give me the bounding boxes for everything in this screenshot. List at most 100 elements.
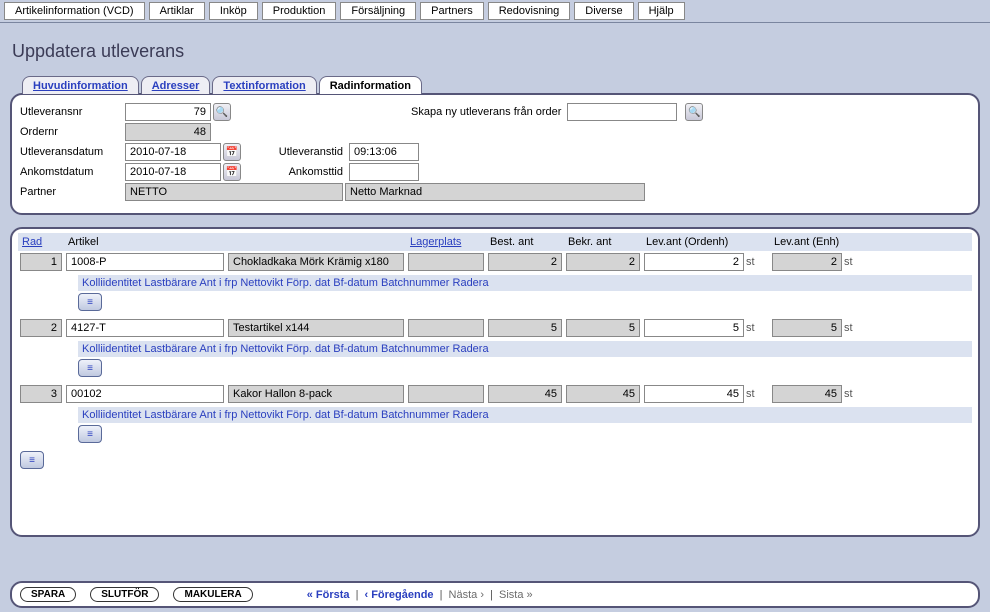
utleveransnr-field[interactable]: [125, 103, 211, 121]
bekr-cell: [566, 253, 640, 271]
grid-header-row: Rad Artikel Lagerplats Best. ant Bekr. a…: [18, 233, 972, 251]
artikel-cell[interactable]: [66, 319, 224, 337]
menu-artiklar[interactable]: Artiklar: [149, 2, 205, 20]
tab-radinformation[interactable]: Radinformation: [319, 76, 422, 94]
table-row: st st: [18, 383, 972, 405]
rad-cell: [20, 319, 62, 337]
col-best-ant: Best. ant: [486, 233, 564, 251]
skapa-order-field[interactable]: [567, 103, 677, 121]
menu-diverse[interactable]: Diverse: [574, 2, 633, 20]
unit-enh: st: [844, 256, 868, 268]
lev-enh-cell: [772, 253, 842, 271]
lev-enh-cell: [772, 385, 842, 403]
lev-ordenh-cell[interactable]: [644, 385, 744, 403]
lev-ordenh-cell[interactable]: [644, 319, 744, 337]
nav-next: Nästa ›: [449, 589, 484, 601]
table-row: st st: [18, 251, 972, 273]
utleveransnr-label: Utleveransnr: [20, 106, 125, 118]
menu-ink-p[interactable]: Inköp: [209, 2, 258, 20]
expand-detail-button[interactable]: ≡: [78, 293, 102, 311]
nav-last: Sista »: [499, 589, 533, 601]
artikelnamn-cell: [228, 253, 404, 271]
lev-ordenh-cell[interactable]: [644, 253, 744, 271]
col-lev-enh: Lev.ant (Enh): [770, 233, 844, 251]
expand-detail-button[interactable]: ≡: [78, 359, 102, 377]
best-cell: [488, 385, 562, 403]
ankomstdatum-label: Ankomstdatum: [20, 166, 125, 178]
sub-row: Kolliidentitet Lastbärare Ant i frp Nett…: [78, 407, 972, 443]
artikelnamn-cell: [228, 385, 404, 403]
bekr-cell: [566, 385, 640, 403]
utleveranstid-field[interactable]: [349, 143, 419, 161]
col-artikel: Artikel: [64, 233, 226, 251]
lagerplats-cell: [408, 319, 484, 337]
search-order-icon[interactable]: 🔍: [685, 103, 703, 121]
menu-redovisning[interactable]: Redovisning: [488, 2, 571, 20]
menu-f-rs-ljning[interactable]: Försäljning: [340, 2, 416, 20]
slutfor-button[interactable]: SLUTFÖR: [90, 587, 159, 602]
col-bekr-ant: Bekr. ant: [564, 233, 642, 251]
unit-enh: st: [844, 322, 868, 334]
menu-partners[interactable]: Partners: [420, 2, 484, 20]
partner-name-field: [345, 183, 645, 201]
utleveransdatum-field[interactable]: [125, 143, 221, 161]
unit-enh: st: [844, 388, 868, 400]
partner-code-field: [125, 183, 343, 201]
calendar-ankomst-icon[interactable]: 📅: [223, 163, 241, 181]
table-row: st st: [18, 317, 972, 339]
add-row-button[interactable]: ≡: [20, 451, 44, 469]
artikelnamn-cell: [228, 319, 404, 337]
utleveransdatum-label: Utleveransdatum: [20, 146, 125, 158]
makulera-button[interactable]: MAKULERA: [173, 587, 252, 602]
utleveranstid-label: Utleveranstid: [251, 146, 343, 158]
col-rad[interactable]: Rad: [18, 233, 64, 251]
page-title: Uppdatera utleverans: [12, 41, 980, 62]
artikel-cell[interactable]: [66, 385, 224, 403]
artikel-cell[interactable]: [66, 253, 224, 271]
tabs: HuvudinformationAdresserTextinformationR…: [22, 76, 980, 94]
col-lagerplats[interactable]: Lagerplats: [406, 233, 486, 251]
sub-row: Kolliidentitet Lastbärare Ant i frp Nett…: [78, 341, 972, 377]
menu-hj-lp[interactable]: Hjälp: [638, 2, 685, 20]
unit-ordenh: st: [746, 256, 770, 268]
tab-adresser[interactable]: Adresser: [141, 76, 211, 94]
menu-produktion[interactable]: Produktion: [262, 2, 337, 20]
tab-huvudinformation[interactable]: Huvudinformation: [22, 76, 139, 94]
sub-header: Kolliidentitet Lastbärare Ant i frp Nett…: [78, 407, 972, 423]
grid-panel: Rad Artikel Lagerplats Best. ant Bekr. a…: [10, 227, 980, 537]
spara-button[interactable]: SPARA: [20, 587, 76, 602]
ordernr-label: Ordernr: [20, 126, 125, 138]
partner-label: Partner: [20, 186, 125, 198]
ankomsttid-field[interactable]: [349, 163, 419, 181]
sub-header: Kolliidentitet Lastbärare Ant i frp Nett…: [78, 341, 972, 357]
search-utleverans-icon[interactable]: 🔍: [213, 103, 231, 121]
skapa-label: Skapa ny utleverans från order: [411, 106, 561, 118]
unit-ordenh: st: [746, 388, 770, 400]
menubar: Artikelinformation (VCD)ArtiklarInköpPro…: [0, 0, 990, 23]
expand-detail-button[interactable]: ≡: [78, 425, 102, 443]
lev-enh-cell: [772, 319, 842, 337]
lagerplats-cell: [408, 253, 484, 271]
bekr-cell: [566, 319, 640, 337]
form-panel: Utleveransnr 🔍 Skapa ny utleverans från …: [10, 93, 980, 215]
rad-cell: [20, 253, 62, 271]
nav-prev[interactable]: ‹ Föregående: [364, 589, 433, 601]
nav-first[interactable]: « Första: [307, 589, 350, 601]
footer-panel: SPARA SLUTFÖR MAKULERA « Första | ‹ Före…: [10, 581, 980, 608]
best-cell: [488, 319, 562, 337]
sub-header: Kolliidentitet Lastbärare Ant i frp Nett…: [78, 275, 972, 291]
tab-textinformation[interactable]: Textinformation: [212, 76, 316, 94]
unit-ordenh: st: [746, 322, 770, 334]
ordernr-field: [125, 123, 211, 141]
ankomstdatum-field[interactable]: [125, 163, 221, 181]
menu-artikelinformation-vcd-[interactable]: Artikelinformation (VCD): [4, 2, 145, 20]
best-cell: [488, 253, 562, 271]
calendar-utlev-icon[interactable]: 📅: [223, 143, 241, 161]
rad-cell: [20, 385, 62, 403]
col-artikelnamn: [226, 239, 406, 245]
pagination-nav: « Första | ‹ Föregående | Nästa › | Sist…: [307, 589, 533, 601]
lagerplats-cell: [408, 385, 484, 403]
ankomsttid-label: Ankomsttid: [251, 166, 343, 178]
page: Uppdatera utleverans HuvudinformationAdr…: [0, 23, 990, 537]
col-lev-ordenh: Lev.ant (Ordenh): [642, 233, 746, 251]
